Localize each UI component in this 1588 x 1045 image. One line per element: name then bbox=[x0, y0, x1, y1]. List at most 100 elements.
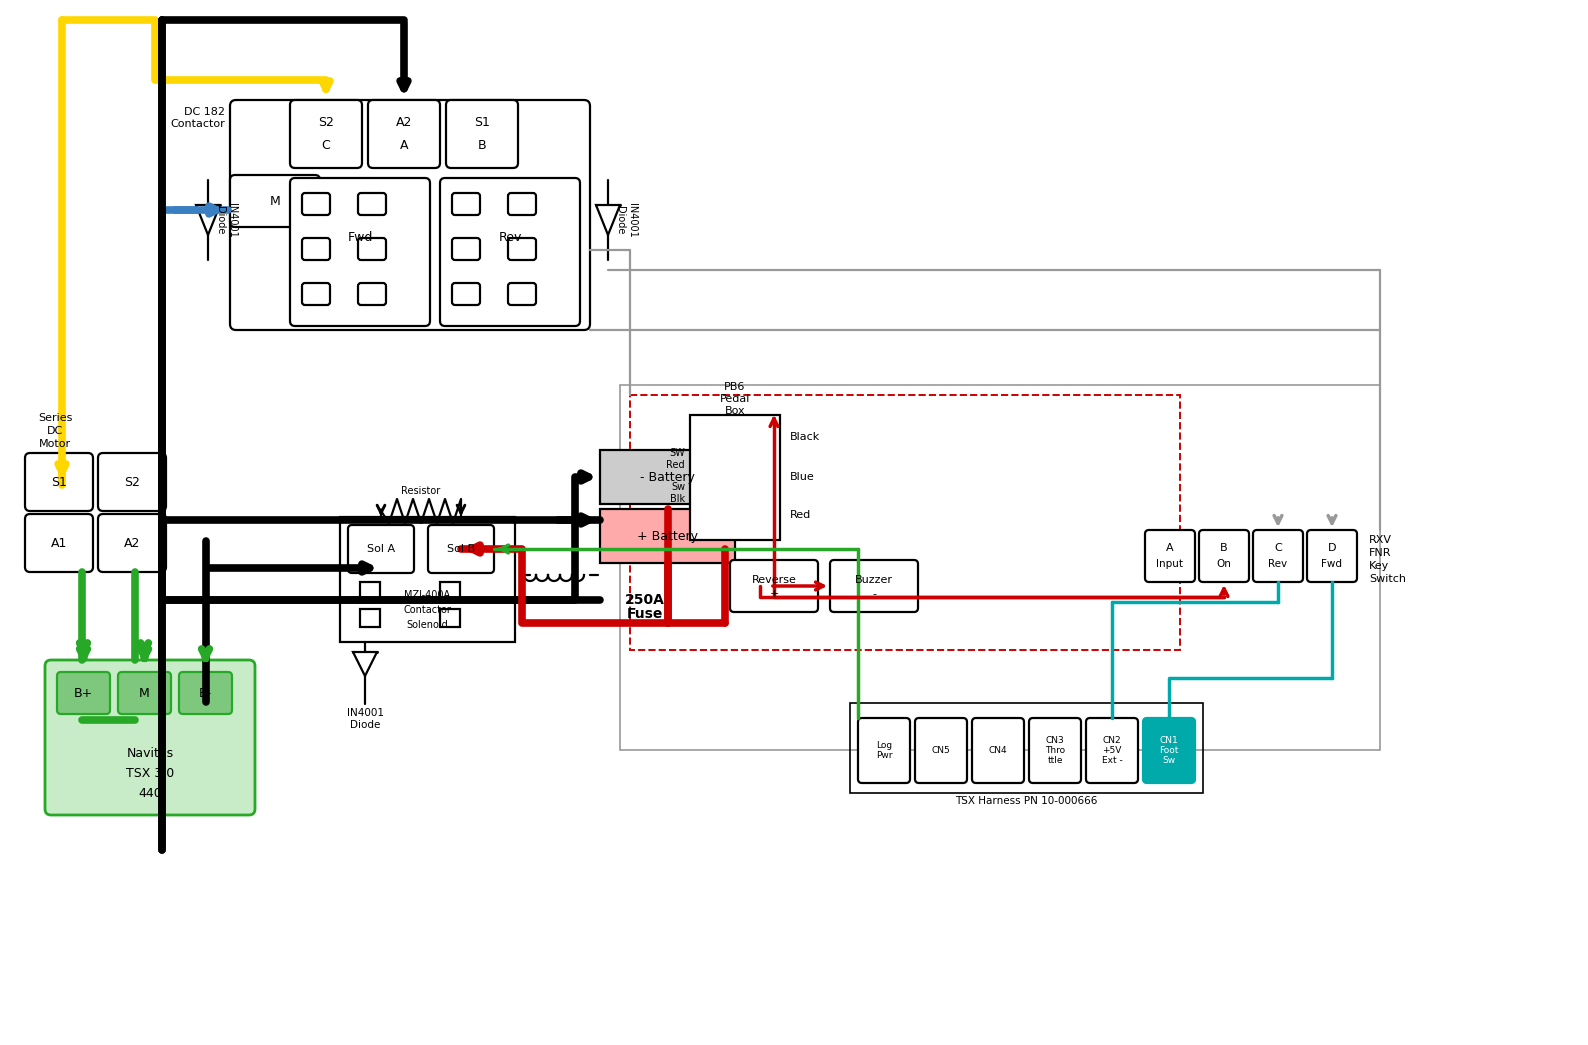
Bar bbox=[440, 582, 461, 600]
Text: S1: S1 bbox=[51, 475, 67, 488]
Bar bbox=[360, 609, 380, 627]
Text: Series: Series bbox=[38, 413, 71, 423]
Text: Rev: Rev bbox=[499, 231, 522, 243]
FancyBboxPatch shape bbox=[179, 672, 232, 714]
Text: Contactor: Contactor bbox=[403, 604, 451, 614]
FancyBboxPatch shape bbox=[98, 514, 167, 572]
FancyBboxPatch shape bbox=[1086, 718, 1139, 783]
Text: S2: S2 bbox=[124, 475, 140, 488]
Text: A2: A2 bbox=[124, 536, 140, 550]
FancyBboxPatch shape bbox=[1143, 718, 1196, 783]
FancyBboxPatch shape bbox=[453, 283, 480, 305]
FancyBboxPatch shape bbox=[25, 452, 94, 511]
Text: Rev: Rev bbox=[1269, 559, 1288, 568]
Text: A: A bbox=[1166, 543, 1174, 553]
Bar bbox=[340, 517, 515, 642]
Text: Input: Input bbox=[1156, 559, 1183, 568]
Text: A1: A1 bbox=[51, 536, 67, 550]
FancyBboxPatch shape bbox=[98, 452, 167, 511]
FancyBboxPatch shape bbox=[1145, 530, 1196, 582]
Text: RXV: RXV bbox=[1369, 535, 1393, 545]
Text: FNR: FNR bbox=[1369, 548, 1391, 558]
Text: IN4001
Diode: IN4001 Diode bbox=[216, 203, 237, 237]
FancyBboxPatch shape bbox=[446, 100, 518, 168]
Text: -: - bbox=[872, 588, 877, 599]
Text: Sol A: Sol A bbox=[367, 544, 395, 554]
FancyBboxPatch shape bbox=[1029, 718, 1081, 783]
FancyBboxPatch shape bbox=[302, 193, 330, 215]
Text: Fwd: Fwd bbox=[1321, 559, 1342, 568]
FancyBboxPatch shape bbox=[357, 193, 386, 215]
Text: TSX Harness PN 10-000666: TSX Harness PN 10-000666 bbox=[956, 796, 1097, 806]
Text: + Battery: + Battery bbox=[637, 530, 699, 542]
FancyBboxPatch shape bbox=[291, 100, 362, 168]
Text: Fuse: Fuse bbox=[627, 607, 664, 621]
FancyBboxPatch shape bbox=[429, 525, 494, 573]
Text: 440: 440 bbox=[138, 787, 162, 799]
Text: DC: DC bbox=[48, 426, 64, 436]
FancyBboxPatch shape bbox=[915, 718, 967, 783]
Text: Key: Key bbox=[1369, 561, 1390, 571]
Text: CN1
Foot
Sw: CN1 Foot Sw bbox=[1159, 736, 1178, 765]
Text: SW: SW bbox=[669, 448, 684, 458]
Text: B: B bbox=[1220, 543, 1228, 553]
Text: CN3
Thro
ttle: CN3 Thro ttle bbox=[1045, 736, 1066, 765]
Text: Red: Red bbox=[667, 460, 684, 470]
Bar bbox=[619, 385, 1380, 750]
FancyBboxPatch shape bbox=[357, 238, 386, 260]
Text: Black: Black bbox=[789, 432, 821, 442]
Text: B+: B+ bbox=[75, 687, 94, 699]
Text: MZJ-400A: MZJ-400A bbox=[405, 589, 451, 600]
Text: 250A: 250A bbox=[626, 593, 665, 607]
Text: S1: S1 bbox=[475, 116, 491, 129]
FancyBboxPatch shape bbox=[357, 283, 386, 305]
Text: CN4: CN4 bbox=[989, 746, 1007, 754]
Bar bbox=[850, 703, 1204, 793]
Text: Switch: Switch bbox=[1369, 574, 1405, 584]
FancyBboxPatch shape bbox=[118, 672, 172, 714]
Text: M: M bbox=[270, 194, 281, 208]
FancyBboxPatch shape bbox=[1253, 530, 1304, 582]
Text: Red: Red bbox=[789, 510, 811, 520]
Text: D: D bbox=[1328, 543, 1336, 553]
Text: - Battery: - Battery bbox=[640, 470, 696, 484]
Text: Pedal: Pedal bbox=[719, 394, 750, 404]
Text: A: A bbox=[400, 139, 408, 153]
Text: Sw: Sw bbox=[670, 482, 684, 492]
Polygon shape bbox=[596, 205, 619, 235]
FancyBboxPatch shape bbox=[508, 238, 537, 260]
Text: Sol B: Sol B bbox=[446, 544, 475, 554]
Text: IN4001
Diode: IN4001 Diode bbox=[615, 203, 637, 237]
Text: Reverse: Reverse bbox=[751, 575, 797, 585]
Text: CN2
+5V
Ext -: CN2 +5V Ext - bbox=[1102, 736, 1123, 765]
Text: Blk: Blk bbox=[670, 494, 684, 504]
Text: Fwd: Fwd bbox=[348, 231, 373, 243]
Text: Box: Box bbox=[724, 407, 745, 416]
FancyBboxPatch shape bbox=[368, 100, 440, 168]
Text: C: C bbox=[322, 139, 330, 153]
FancyBboxPatch shape bbox=[1307, 530, 1358, 582]
FancyBboxPatch shape bbox=[1199, 530, 1250, 582]
FancyBboxPatch shape bbox=[348, 525, 414, 573]
Bar bbox=[630, 395, 1180, 650]
FancyBboxPatch shape bbox=[858, 718, 910, 783]
Text: TSX 3.0: TSX 3.0 bbox=[125, 767, 175, 780]
FancyBboxPatch shape bbox=[44, 660, 256, 815]
Text: IN4001
Diode: IN4001 Diode bbox=[346, 709, 383, 729]
Text: PB6: PB6 bbox=[724, 382, 746, 392]
FancyBboxPatch shape bbox=[831, 560, 918, 612]
Text: Buzzer: Buzzer bbox=[854, 575, 892, 585]
FancyBboxPatch shape bbox=[291, 178, 430, 326]
Polygon shape bbox=[195, 205, 221, 235]
Bar bbox=[691, 415, 780, 540]
FancyBboxPatch shape bbox=[453, 193, 480, 215]
Bar bbox=[600, 450, 735, 504]
FancyBboxPatch shape bbox=[730, 560, 818, 612]
FancyBboxPatch shape bbox=[230, 175, 321, 227]
Text: CN5: CN5 bbox=[932, 746, 950, 754]
Text: Motor: Motor bbox=[40, 439, 71, 449]
Text: B: B bbox=[478, 139, 486, 153]
FancyBboxPatch shape bbox=[440, 178, 580, 326]
Bar bbox=[440, 609, 461, 627]
Text: C: C bbox=[1274, 543, 1282, 553]
